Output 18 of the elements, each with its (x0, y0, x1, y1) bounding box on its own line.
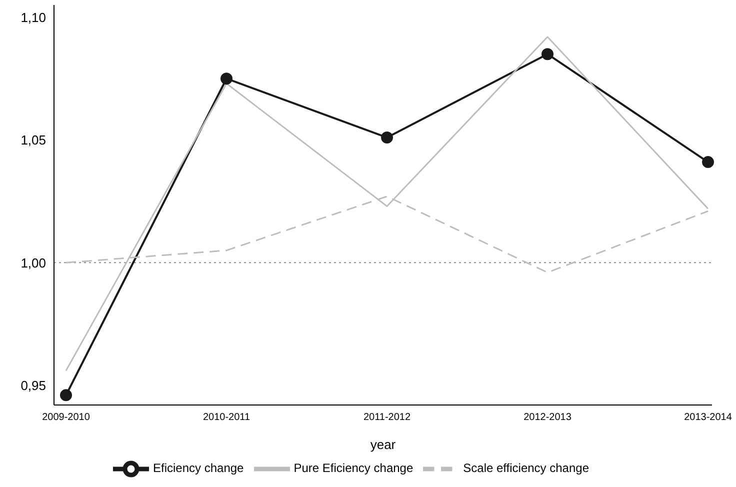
point (220, 72, 232, 85)
y-tick-label: 1,05 (20, 132, 46, 148)
point (60, 389, 72, 402)
point (381, 132, 393, 144)
legend-label: Pure Eficiency change (294, 461, 414, 476)
legend-label: Eficiency change (153, 461, 244, 476)
point (702, 156, 714, 168)
x-tick-label: 2012-2013 (524, 412, 572, 424)
x-tick-label: 2011-2012 (363, 412, 411, 424)
y-tick-label: 1,00 (20, 255, 46, 270)
legend-label: Scale efficiency change (463, 461, 589, 476)
x-tick-label: 2009-2010 (42, 412, 90, 424)
x-tick-label: 2013-2014 (684, 412, 732, 424)
y-tick-label: 1,10 (20, 10, 46, 25)
x-tick-label: 2010-2011 (202, 412, 250, 424)
point (542, 48, 554, 60)
x-axis-title: year (370, 437, 396, 452)
y-tick-label: 0,95 (20, 378, 46, 393)
